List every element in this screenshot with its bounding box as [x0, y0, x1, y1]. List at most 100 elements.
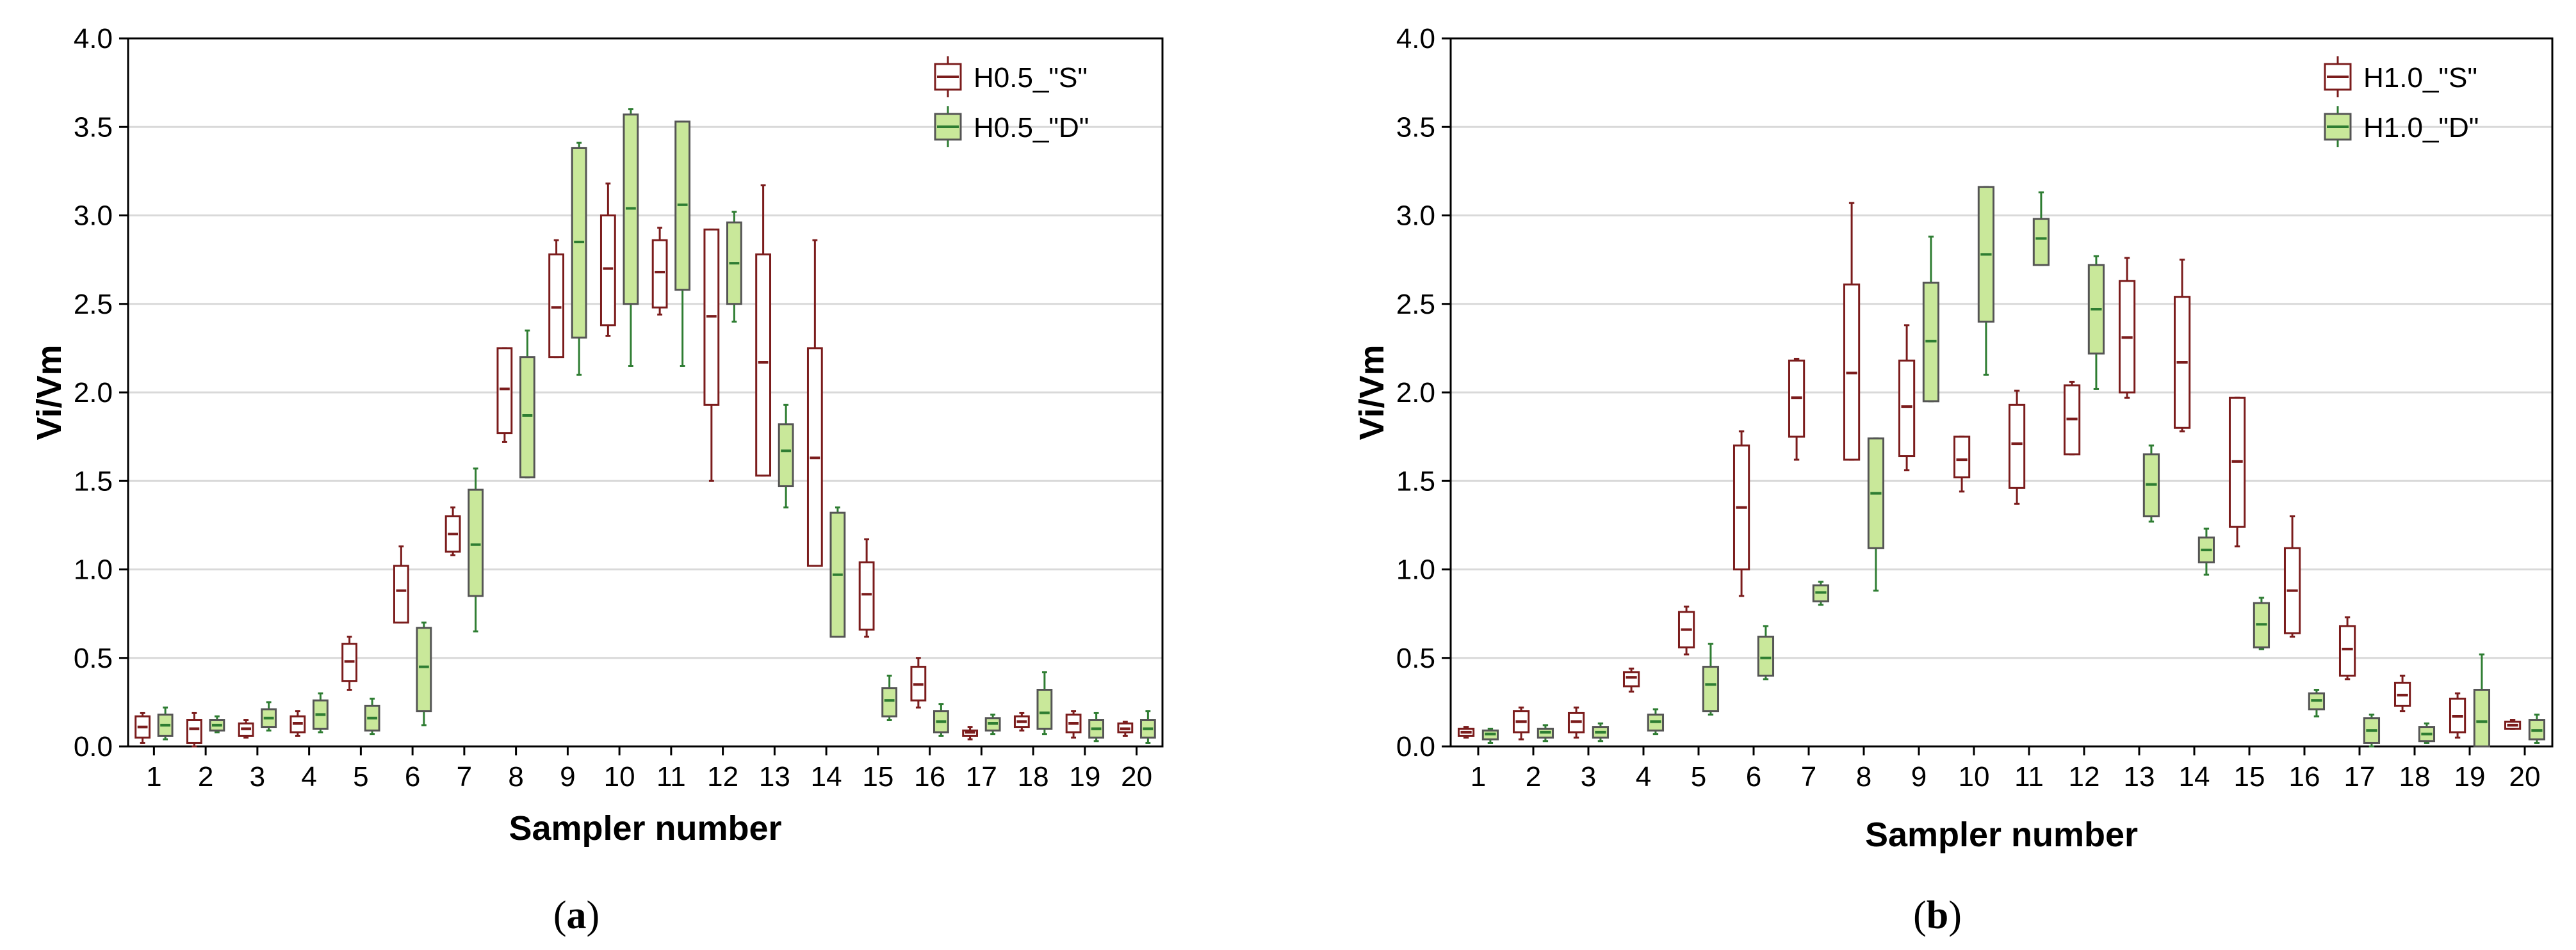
x-tick-label: 10: [1959, 761, 1990, 793]
chart-panel-b: 0.00.51.01.52.02.53.03.54.01 2 3 4 5 6 7 8 9 10 11…: [1353, 23, 2552, 937]
box-d-3: [262, 702, 276, 730]
box-s-17: [963, 727, 977, 739]
box-d-3: [1593, 723, 1608, 741]
x-tick-label: 15: [862, 761, 893, 793]
y-tick-label: 1.0: [74, 554, 113, 586]
box-d-4: [1648, 709, 1663, 734]
box-s-12: [2064, 382, 2079, 454]
box-s-20: [2505, 720, 2520, 729]
legend-label: H0.5_"D": [974, 112, 1089, 143]
y-tick-label: 4.0: [74, 23, 113, 54]
box-s-15: [2230, 398, 2244, 546]
box-body: [550, 254, 564, 357]
y-tick-label: 2.0: [1396, 377, 1435, 408]
box-s-10: [1954, 437, 1969, 492]
box-s-4: [1624, 668, 1638, 691]
chart-panel-a: 0.00.51.01.52.02.53.03.54.01 2 3 4 5 6 7 8 9 10 11…: [30, 23, 1162, 937]
y-tick-label: 0.5: [1396, 643, 1435, 674]
y-tick-label: 0.0: [74, 731, 113, 762]
x-axis-title: Sampler number: [509, 809, 781, 848]
box-body: [1703, 667, 1718, 711]
box-d-7: [469, 469, 483, 631]
caption-letter: b: [1927, 894, 1948, 937]
box-body: [779, 424, 793, 487]
box-d-7: [1813, 582, 1828, 605]
box-body: [187, 720, 201, 743]
caption-paren-open: (: [1913, 894, 1927, 937]
box-d-17: [986, 714, 1000, 734]
legend-label: H1.0_"D": [2363, 112, 2479, 143]
box-s-5: [1679, 607, 1693, 655]
y-tick-label: 3.5: [74, 111, 113, 143]
x-tick-label: 4: [1636, 761, 1651, 793]
box-s-20: [1118, 721, 1132, 736]
x-tick-label: 8: [1856, 761, 1871, 793]
box-body: [1954, 437, 1969, 478]
x-tick-label: 8: [508, 761, 523, 793]
y-tick-label: 0.5: [74, 643, 113, 674]
box-d-9: [572, 143, 586, 374]
caption-paren-open: (: [553, 894, 567, 937]
box-d-1: [1483, 729, 1497, 743]
box-body: [520, 357, 534, 478]
box-s-19: [2450, 693, 2465, 737]
box-d-4: [313, 693, 327, 732]
box-s-11: [653, 228, 667, 314]
x-tick-label: 3: [250, 761, 265, 793]
box-d-16: [934, 704, 948, 736]
box-d-14: [2199, 529, 2213, 575]
x-tick-label: 20: [1121, 761, 1152, 793]
x-tick-label: 12: [707, 761, 738, 793]
x-tick-label: 6: [405, 761, 420, 793]
box-d-15: [2254, 598, 2269, 649]
x-tick-label: 3: [1581, 761, 1596, 793]
box-body: [653, 240, 667, 307]
x-tick-label: 11: [656, 761, 686, 793]
x-tick-label: 17: [2344, 761, 2376, 793]
box-d-13: [2144, 446, 2158, 522]
box-d-1: [158, 707, 172, 739]
box-d-5: [365, 698, 379, 734]
box-s-4: [291, 711, 305, 736]
x-tick-label: 16: [914, 761, 945, 793]
caption-paren-close: ): [1948, 894, 1962, 937]
box-s-16: [911, 658, 925, 707]
y-tick-label: 0.0: [1396, 731, 1435, 762]
box-d-20: [2529, 714, 2544, 743]
box-d-11: [2034, 193, 2048, 265]
box-body: [498, 348, 512, 433]
box-s-2: [1513, 707, 1528, 739]
x-tick-label: 15: [2234, 761, 2265, 793]
box-body: [601, 216, 615, 325]
box-s-2: [187, 712, 201, 746]
y-axis-title: Vi/Vm: [30, 344, 69, 440]
y-tick-label: 2.5: [74, 289, 113, 320]
box-body: [860, 562, 874, 629]
x-tick-label: 9: [1911, 761, 1927, 793]
box-s-13: [2119, 258, 2134, 398]
box-s-8: [1844, 203, 1859, 460]
legend-label: H1.0_"S": [2363, 62, 2477, 93]
y-tick-label: 2.0: [74, 377, 113, 408]
box-s-10: [601, 184, 615, 336]
x-tick-label: 10: [604, 761, 635, 793]
box-s-19: [1066, 711, 1080, 737]
x-tick-label: 18: [1018, 761, 1049, 793]
box-s-17: [2340, 617, 2354, 679]
box-d-12: [727, 212, 741, 321]
y-tick-label: 3.0: [74, 200, 113, 232]
y-tick-label: 1.0: [1396, 554, 1435, 586]
panel-caption: (b): [1913, 894, 1962, 937]
box-body: [2474, 690, 2489, 746]
y-axis-title: Vi/Vm: [1353, 344, 1391, 440]
x-tick-label: 1: [146, 761, 161, 793]
box-d-13: [779, 405, 793, 507]
box-s-16: [2285, 517, 2299, 637]
box-body: [2340, 626, 2354, 675]
legend-label: H0.5_"S": [974, 62, 1088, 93]
box-d-10: [624, 109, 638, 366]
box-body: [883, 688, 897, 716]
x-tick-label: 4: [301, 761, 316, 793]
x-tick-label: 19: [1069, 761, 1100, 793]
y-tick-label: 1.5: [1396, 465, 1435, 497]
